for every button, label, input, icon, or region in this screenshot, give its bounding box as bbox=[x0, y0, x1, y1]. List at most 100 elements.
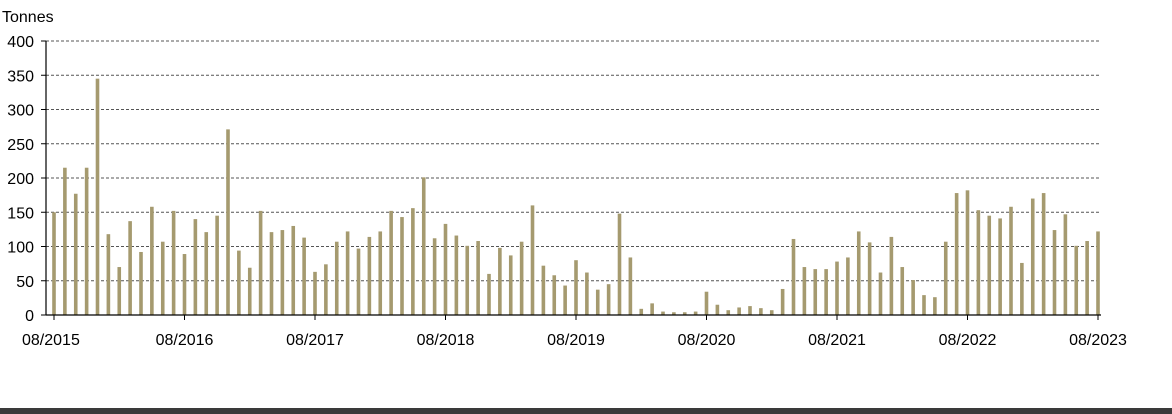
bar bbox=[846, 257, 850, 315]
bar bbox=[672, 312, 676, 315]
bar bbox=[976, 210, 981, 315]
bar bbox=[204, 232, 209, 315]
y-tick-label: 300 bbox=[7, 103, 34, 120]
bar bbox=[476, 241, 480, 315]
x-tick-label: 08/2015 bbox=[22, 332, 80, 349]
x-tick-label: 08/2019 bbox=[547, 332, 605, 349]
bar bbox=[965, 190, 970, 315]
bar bbox=[867, 242, 872, 315]
bar bbox=[411, 208, 415, 315]
bar bbox=[943, 241, 948, 315]
x-tick-labels: 08/2015 08/2016 08/2017 08/2018 08/2019 08/20… bbox=[22, 315, 1127, 349]
bar bbox=[1063, 214, 1068, 315]
y-tick-labels: 0 50 100 150 200 250 300 350 400 bbox=[7, 34, 46, 325]
bar bbox=[302, 237, 306, 315]
bar bbox=[693, 311, 698, 315]
bar bbox=[291, 225, 296, 315]
bar bbox=[1009, 206, 1013, 315]
y-tick-label: 350 bbox=[7, 68, 34, 85]
bar bbox=[595, 289, 600, 315]
bar bbox=[1085, 241, 1089, 315]
bar bbox=[237, 250, 241, 315]
bar bbox=[769, 310, 774, 315]
bar bbox=[759, 308, 763, 315]
bar bbox=[367, 236, 372, 315]
y-tick-label: 50 bbox=[16, 274, 34, 291]
bar bbox=[389, 210, 393, 315]
bar bbox=[748, 306, 752, 315]
bar bbox=[998, 218, 1002, 315]
bar bbox=[1096, 231, 1100, 315]
bar bbox=[617, 213, 622, 315]
bar bbox=[171, 210, 176, 315]
bar bbox=[432, 238, 437, 315]
gridlines bbox=[46, 40, 1101, 282]
bar bbox=[334, 241, 339, 315]
y-tick-label: 100 bbox=[7, 240, 34, 257]
bar bbox=[1052, 230, 1057, 315]
bar bbox=[160, 241, 165, 315]
x-tick-label: 08/2017 bbox=[286, 332, 344, 349]
bar bbox=[1041, 193, 1046, 315]
bars bbox=[52, 78, 1100, 315]
y-tick-label: 200 bbox=[7, 171, 34, 188]
bar bbox=[585, 272, 589, 315]
bar bbox=[465, 245, 470, 315]
bar bbox=[813, 269, 818, 315]
bar bbox=[552, 275, 557, 315]
bar bbox=[182, 254, 187, 315]
bar bbox=[313, 271, 317, 315]
bar bbox=[606, 284, 611, 315]
bottom-divider bbox=[0, 408, 1172, 414]
bar bbox=[1020, 262, 1024, 315]
bar bbox=[226, 129, 230, 315]
bar bbox=[835, 261, 839, 315]
bar bbox=[737, 307, 741, 315]
bar bbox=[661, 311, 665, 315]
bar bbox=[563, 285, 567, 315]
bar bbox=[856, 231, 861, 315]
bar bbox=[682, 312, 687, 315]
x-tick-label: 08/2018 bbox=[417, 332, 475, 349]
bar bbox=[139, 251, 143, 315]
bar bbox=[421, 177, 426, 315]
bar bbox=[345, 231, 350, 315]
bar bbox=[824, 269, 828, 315]
bar bbox=[150, 206, 154, 315]
bar bbox=[791, 238, 796, 315]
bar bbox=[704, 291, 709, 315]
bar bbox=[269, 232, 274, 315]
x-tick-label: 08/2020 bbox=[678, 332, 736, 349]
bar bbox=[519, 241, 524, 315]
bar bbox=[498, 247, 502, 315]
bar bbox=[454, 235, 459, 315]
bar bbox=[726, 310, 731, 315]
bar bbox=[52, 212, 56, 315]
bar bbox=[63, 167, 67, 315]
bar bbox=[247, 267, 252, 315]
bar bbox=[193, 219, 198, 315]
bar bbox=[889, 236, 894, 315]
bar bbox=[878, 272, 883, 315]
bar bbox=[954, 193, 959, 315]
x-tick-label: 08/2021 bbox=[808, 332, 866, 349]
bar bbox=[780, 288, 785, 315]
y-tick-label: 0 bbox=[25, 308, 34, 325]
bar bbox=[324, 264, 328, 315]
bar bbox=[650, 303, 654, 315]
bar bbox=[802, 267, 807, 315]
bar bbox=[258, 210, 263, 315]
bar bbox=[639, 308, 644, 315]
bar bbox=[1030, 198, 1035, 315]
bar bbox=[128, 221, 132, 315]
bar bbox=[922, 295, 926, 315]
y-axis-label: Tonnes bbox=[2, 9, 54, 26]
bar bbox=[541, 265, 546, 315]
bar bbox=[443, 223, 448, 315]
y-tick-label: 400 bbox=[7, 34, 34, 51]
bar bbox=[530, 205, 535, 315]
bar bbox=[715, 304, 720, 315]
bar bbox=[900, 267, 905, 315]
y-tick-label: 250 bbox=[7, 137, 34, 154]
